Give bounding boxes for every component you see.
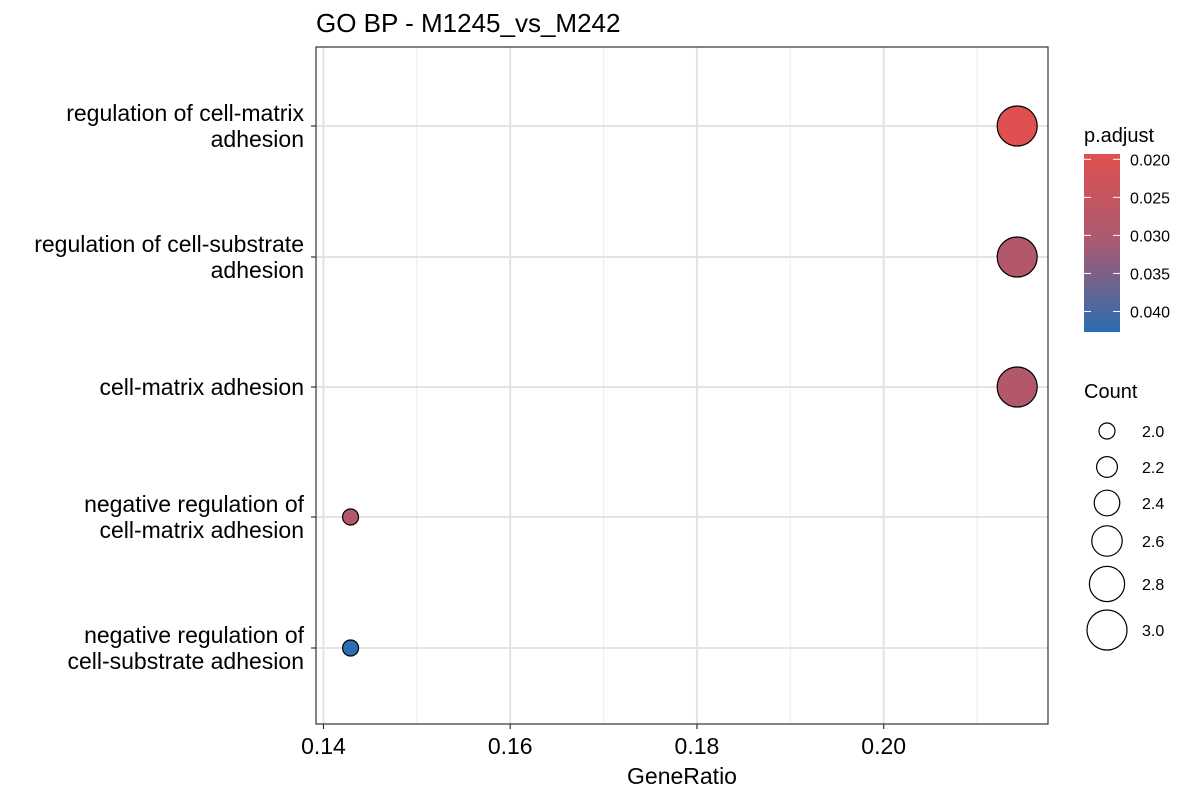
size-legend-items: 2.0 2.2 2.4 2.6 2.8 3.0 (1086, 422, 1164, 651)
size-legend-circle (1086, 609, 1128, 651)
size-legend-circle (1088, 565, 1126, 603)
size-legend-label: 2.2 (1142, 460, 1164, 477)
color-legend-ticks: 0.020 0.025 0.030 0.035 0.040 (1084, 152, 1170, 321)
y-tick-label: negative regulation of cell-substrate adh… (67, 622, 304, 674)
y-tick-label: regulation of cell-matrix adhesion (66, 100, 304, 152)
size-legend-title: Count (1084, 381, 1138, 403)
data-point (996, 105, 1038, 147)
x-axis-label: GeneRatio (627, 763, 737, 789)
color-legend: p.adjust 0.020 0.025 0.030 0.035 0.040 (1084, 125, 1170, 332)
x-tick-label: 0.14 (301, 733, 346, 759)
y-tick-label-line: adhesion (211, 126, 304, 152)
y-tick-label: cell-matrix adhesion (99, 374, 304, 400)
color-legend-tick-label: 0.020 (1130, 152, 1170, 169)
size-legend-circle (1098, 422, 1116, 440)
size-legend-circle (1091, 525, 1123, 557)
size-legend-label: 2.6 (1142, 534, 1164, 551)
color-legend-title: p.adjust (1084, 125, 1154, 147)
data-point (341, 508, 360, 526)
panel-border (315, 46, 1049, 725)
y-tick-label: negative regulation of cell-matrix adhesi… (84, 491, 305, 543)
y-tick-label-line: regulation of cell-matrix (66, 100, 304, 126)
chart-title: GO BP - M1245_vs_M242 (316, 8, 620, 38)
color-legend-bar (1084, 154, 1120, 332)
color-legend-tick-label: 0.040 (1130, 304, 1170, 321)
data-point (996, 366, 1038, 408)
y-tick-label-line: adhesion (211, 257, 304, 283)
color-legend-tick-label: 0.030 (1130, 228, 1170, 245)
y-tick-label-line: regulation of cell-substrate (34, 231, 304, 257)
y-tick-label-line: cell-substrate adhesion (67, 648, 304, 674)
y-tick-label: regulation of cell-substrate adhesion (34, 231, 304, 283)
data-points (341, 105, 1038, 657)
size-legend-circle (1095, 456, 1118, 479)
size-legend-label: 3.0 (1142, 623, 1164, 640)
y-tick-label-line: negative regulation of (84, 491, 305, 517)
axes: 0.14 0.16 0.18 0.20 regulation of cell-matri… (34, 100, 906, 759)
x-tick-label: 0.16 (488, 733, 533, 759)
size-legend-label: 2.4 (1142, 496, 1164, 513)
grid-lines (316, 47, 1048, 724)
x-tick-label: 0.18 (675, 733, 720, 759)
color-legend-tick-label: 0.035 (1130, 266, 1170, 283)
data-point (996, 236, 1038, 278)
y-tick-label-line: cell-matrix adhesion (99, 374, 304, 400)
size-legend: Count 2.0 2.2 2.4 2.6 2.8 3.0 (1084, 381, 1164, 651)
x-tick-label: 0.20 (861, 733, 906, 759)
size-legend-label: 2.8 (1142, 577, 1164, 594)
y-tick-label-line: cell-matrix adhesion (99, 517, 304, 543)
size-legend-circle (1093, 489, 1121, 517)
y-tick-label-line: negative regulation of (84, 622, 305, 648)
color-legend-tick-label: 0.025 (1130, 190, 1170, 207)
size-legend-label: 2.0 (1142, 424, 1164, 441)
data-point (341, 639, 360, 657)
